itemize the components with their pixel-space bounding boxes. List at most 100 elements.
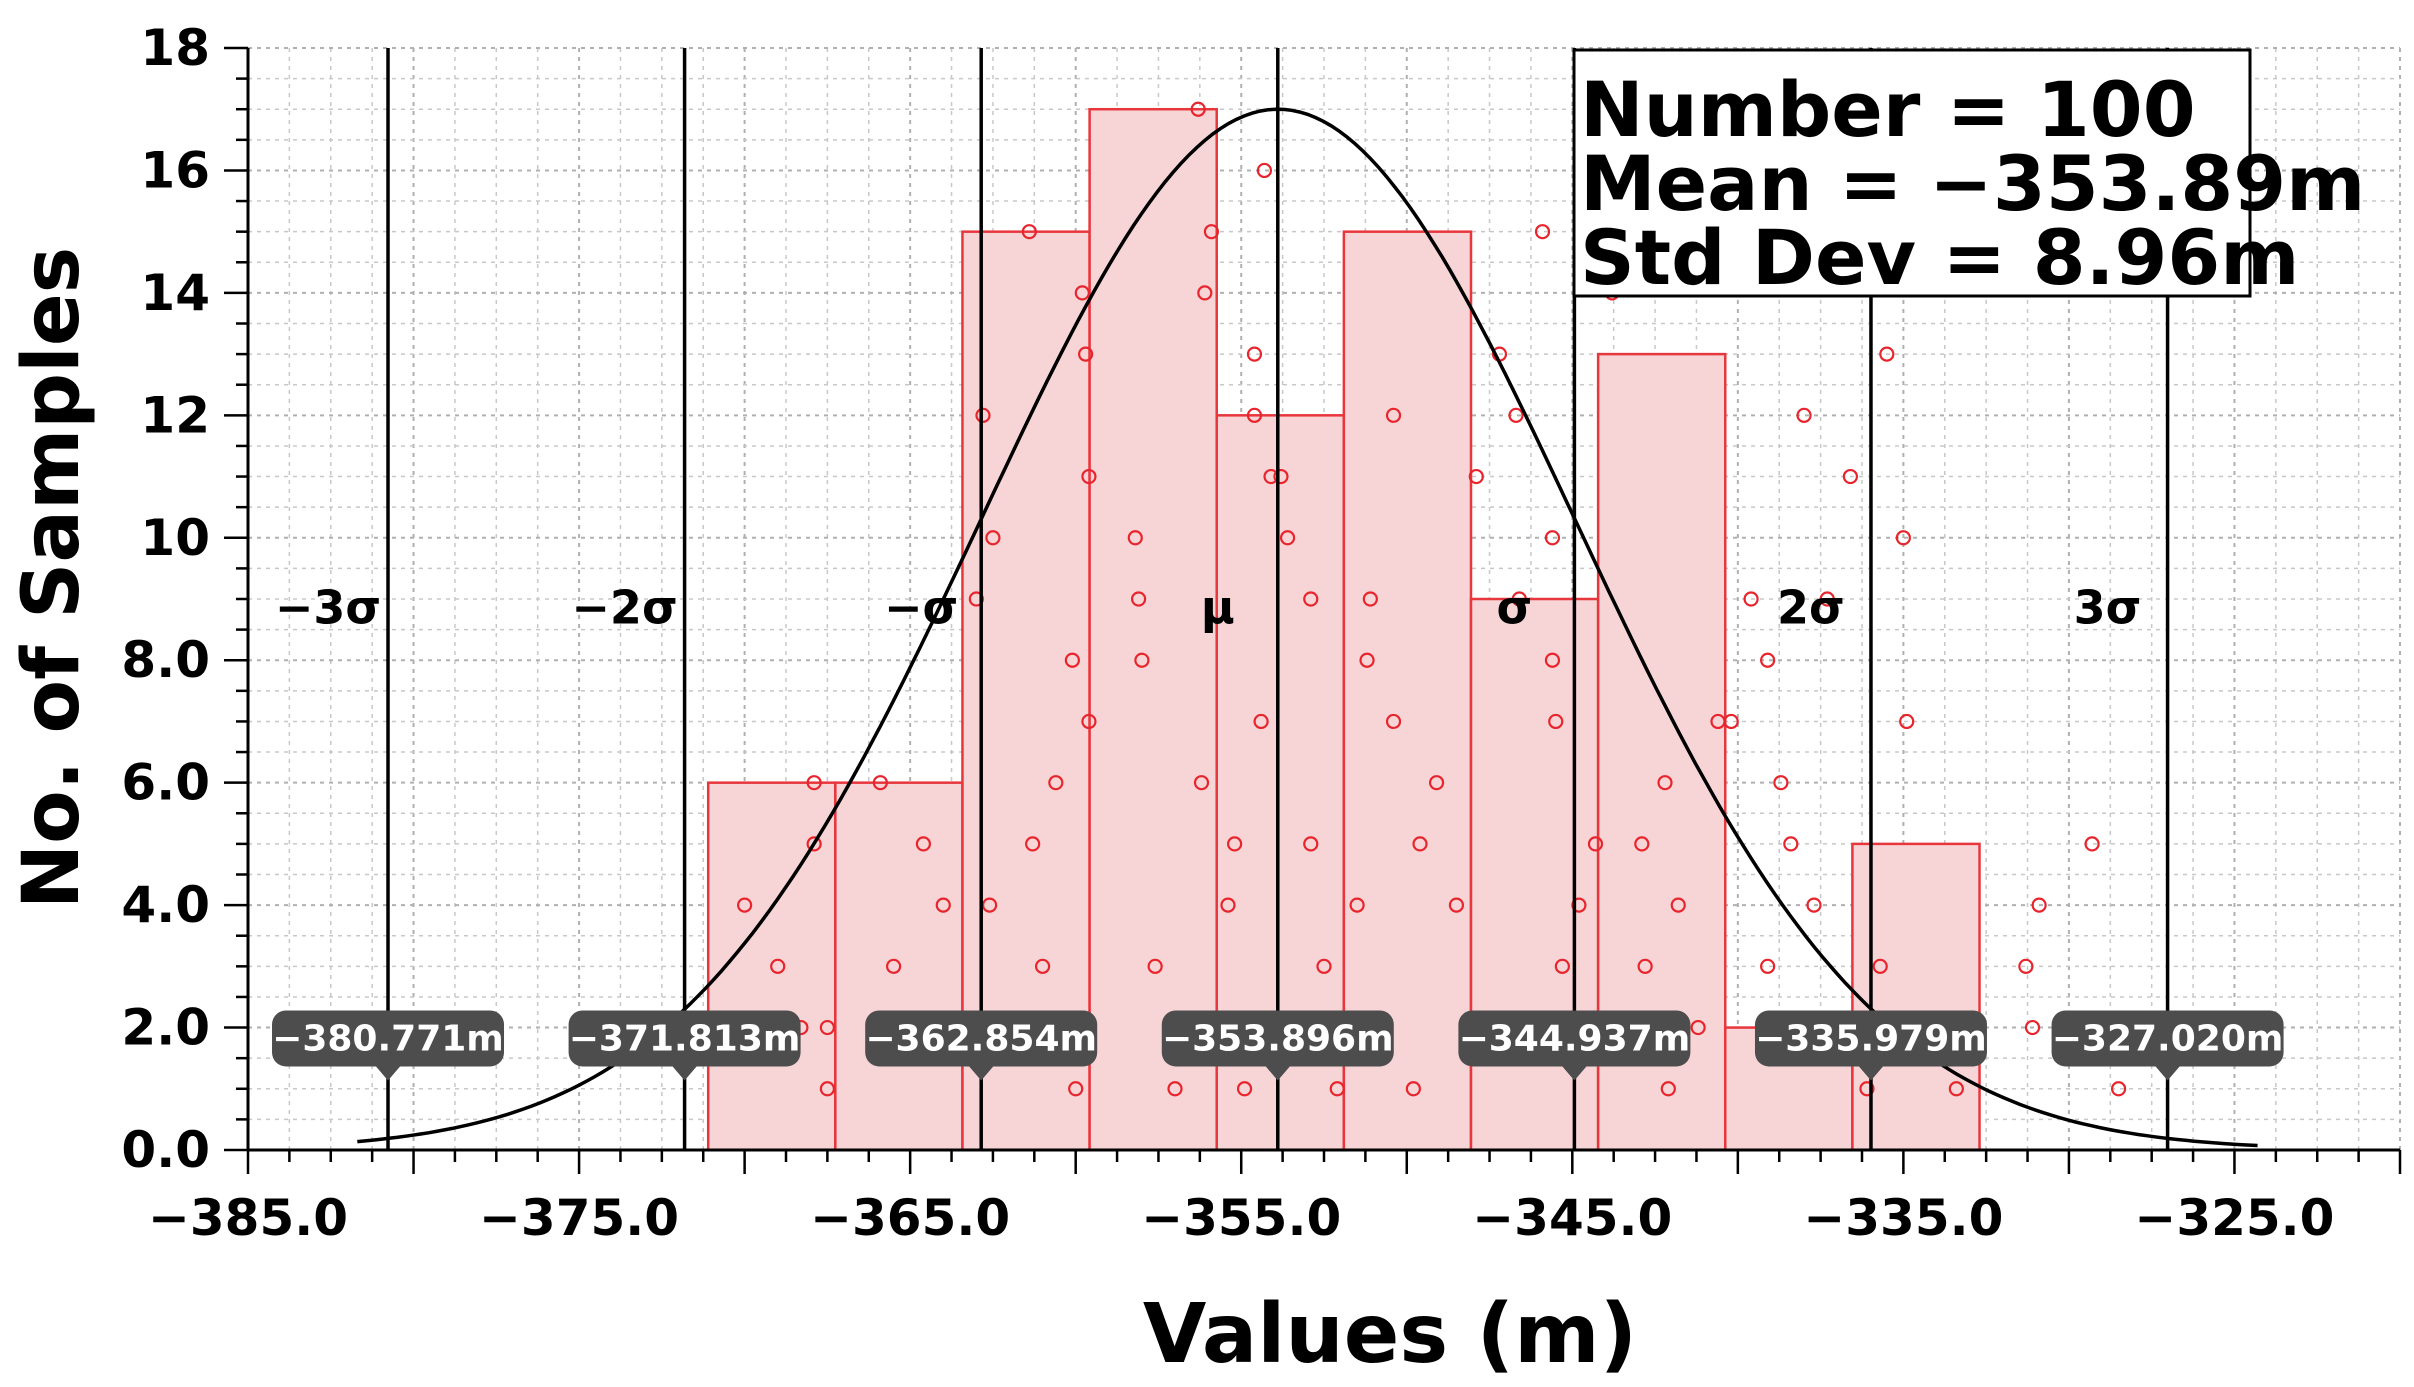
sample-marker: [1899, 713, 1915, 730]
histogram-bar-10: [1851, 842, 1981, 1152]
y-tick-label: 4.0: [121, 876, 210, 934]
sample-marker: [806, 775, 822, 791]
sample-marker: [1773, 775, 1789, 791]
sample-marker: [1349, 897, 1365, 913]
y-tick-label: 14: [140, 264, 210, 322]
sample-marker: [885, 958, 902, 974]
bubble-background: [1161, 1010, 1394, 1067]
sigma-value-bubble: −362.854m: [865, 1010, 1098, 1081]
sigma-value-bubble: −380.771m: [272, 1010, 505, 1081]
sample-marker: [1246, 346, 1263, 362]
sample-marker: [1074, 285, 1090, 301]
sample-marker: [1316, 958, 1332, 974]
x-axis-title: Values (m): [1143, 1287, 1637, 1382]
y-tick-label: 8.0: [121, 631, 210, 689]
sample-marker: [806, 836, 822, 852]
sample-marker: [1253, 713, 1269, 730]
sample-marker: [1637, 958, 1653, 974]
sigma-labels: −3σ −2σ −σ μ σ 2σ 3σ: [275, 580, 2142, 634]
sigma-value-bubble: −353.896m: [1161, 1010, 1394, 1081]
sample-marker: [1760, 652, 1776, 668]
sample-marker: [1657, 775, 1673, 791]
sample-marker: [1167, 1081, 1183, 1097]
sample-marker: [1544, 530, 1561, 546]
bubble-background: [2051, 1010, 2284, 1067]
sigma-value-bubble: −327.020m: [2051, 1010, 2284, 1081]
y-tick-label: 16: [140, 141, 210, 199]
bubble-pointer: [1265, 1066, 1290, 1081]
sample-marker: [2084, 836, 2100, 852]
sample-marker: [1895, 530, 1911, 546]
sample-marker: [935, 897, 951, 913]
x-tick-label: −375.0: [479, 1189, 679, 1247]
sigma-value-bubble: −335.979m: [1754, 1010, 1987, 1081]
sample-marker: [1859, 1081, 1875, 1097]
bubble-value: −380.771m: [272, 1018, 504, 1059]
sample-marker: [975, 407, 991, 423]
sigma-label: 2σ: [1777, 580, 1845, 634]
sample-marker: [1571, 897, 1587, 913]
stats-mean: Mean = −353.89m: [1580, 139, 2365, 228]
bubble-pointer: [1562, 1066, 1587, 1081]
sample-marker: [872, 775, 888, 791]
sample-marker: [819, 1081, 835, 1097]
sample-marker: [1760, 958, 1776, 974]
sample-marker: [1236, 1081, 1253, 1097]
sigma-label: 3σ: [2074, 580, 2142, 634]
sample-marker: [1081, 713, 1097, 730]
sample-marker: [1448, 897, 1465, 913]
sample-marker: [1670, 897, 1686, 913]
y-tick-label: 12: [140, 386, 210, 444]
x-tick-label: −325.0: [2134, 1189, 2334, 1247]
sample-marker: [1743, 591, 1759, 607]
sample-marker: [1508, 407, 1524, 423]
sample-marker: [1193, 775, 1210, 791]
sample-marker: [770, 958, 786, 974]
sample-marker: [1068, 1081, 1084, 1097]
sample-marker: [1203, 224, 1220, 240]
y-axis-title: No. of Samples: [7, 247, 97, 909]
bubble-background: [272, 1010, 505, 1067]
sample-marker: [1385, 407, 1402, 423]
sample-marker: [1147, 958, 1163, 974]
bubble-pointer: [1858, 1066, 1883, 1081]
bubble-background: [1458, 1010, 1691, 1067]
sample-marker: [1879, 346, 1895, 362]
sample-marker: [1078, 346, 1094, 362]
sample-marker: [1534, 224, 1551, 240]
sample-marker: [1227, 836, 1243, 852]
sample-marker: [1783, 836, 1799, 852]
sigma-value-callouts: −380.771m −371.813m −362.854m −353.896m −344…: [272, 1010, 2284, 1081]
x-tick-label: −345.0: [1472, 1189, 1672, 1247]
sample-marker: [1081, 468, 1097, 485]
bubble-pointer: [969, 1066, 994, 1081]
sample-marker: [1025, 836, 1041, 852]
sample-marker: [1412, 836, 1428, 852]
sample-marker: [1256, 162, 1273, 179]
sample-marker: [1548, 713, 1564, 730]
bubble-background: [568, 1010, 801, 1067]
sigma-value-bubble: −344.937m: [1458, 1010, 1691, 1081]
sample-marker: [1048, 775, 1064, 791]
sample-marker: [1220, 897, 1236, 913]
bubble-pointer: [2155, 1066, 2180, 1081]
y-tick-label: 0.0: [121, 1121, 210, 1179]
sample-marker: [1544, 652, 1561, 668]
sigma-label: −σ: [884, 580, 958, 634]
sample-marker: [1660, 1081, 1676, 1097]
sample-marker: [1134, 652, 1150, 668]
y-tick-label: 6.0: [121, 754, 210, 812]
sample-marker: [1428, 775, 1445, 791]
bubble-background: [865, 1010, 1098, 1067]
sample-marker: [1303, 836, 1319, 852]
sample-marker: [1587, 836, 1604, 852]
sigma-label: μ: [1201, 580, 1235, 634]
sample-marker: [985, 530, 1001, 546]
sample-marker: [1690, 1019, 1706, 1036]
sample-marker: [1806, 897, 1822, 913]
sigma-label: −3σ: [275, 580, 381, 634]
sample-marker: [2031, 897, 2047, 913]
x-tick-label: −365.0: [810, 1189, 1010, 1247]
sample-marker: [1303, 591, 1319, 607]
sample-marker: [1362, 591, 1378, 607]
